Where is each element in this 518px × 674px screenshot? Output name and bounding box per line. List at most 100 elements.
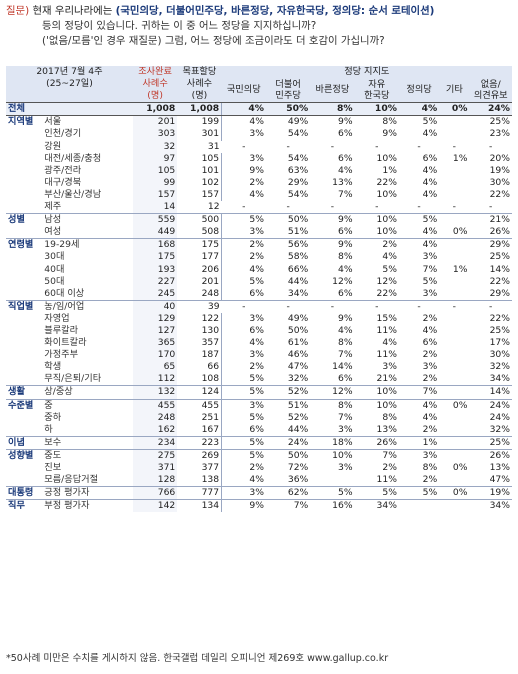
support-value: 14% xyxy=(489,263,510,275)
support-value: 6% xyxy=(338,373,353,385)
total-row: 전체 1,008 1,008 4% 50% 8% 10% 4% 0% 24% xyxy=(6,102,512,117)
sample-count: 193 xyxy=(132,263,178,276)
support-value: 4% xyxy=(338,263,353,275)
row-subgroup: 가정주부 xyxy=(44,349,79,361)
target-count: 269 xyxy=(177,448,222,462)
support-value: 2% xyxy=(354,238,399,252)
support-value xyxy=(439,361,469,373)
target-count: 122 xyxy=(201,312,220,324)
support-value: 12% xyxy=(332,275,353,287)
target-count: 223 xyxy=(177,435,222,450)
header-target1: 목표할당 xyxy=(177,66,222,79)
row-subgroup: 여성 xyxy=(44,226,62,238)
support-value: 4% xyxy=(221,115,266,129)
support-value: 47% xyxy=(489,474,510,486)
support-value: - xyxy=(489,201,493,213)
row-category: 지역별 xyxy=(6,115,43,129)
sample-count: 175 xyxy=(132,251,178,264)
support-value: 14% xyxy=(332,361,353,373)
target-count: 201 xyxy=(201,275,220,287)
target-count: 124 xyxy=(177,385,222,400)
row-category xyxy=(6,424,42,437)
question-line-1: 질문) 현재 우리나라에는 (국민의당, 더불어민주당, 바른정당, 자유한국당… xyxy=(6,4,512,19)
table-row: 모름/응답거절 128 138 4% 36% 11% 2% 47% xyxy=(6,474,512,487)
support-value xyxy=(439,349,469,361)
table-row: 화이트칼라 365 357 4% 61% 8% 4% 6% 17% xyxy=(6,337,512,350)
support-value: 49% xyxy=(287,312,309,324)
target-count: 134 xyxy=(177,499,222,513)
sample-count: 201 xyxy=(132,115,178,129)
support-value: 25% xyxy=(469,115,512,129)
support-value: 4% xyxy=(422,188,438,200)
support-value: 10% xyxy=(376,152,397,164)
support-value: 24% xyxy=(265,435,311,450)
target-count: 777 xyxy=(177,486,222,500)
support-value: 25% xyxy=(469,435,512,450)
row-subgroup: 인천/경기 xyxy=(44,128,82,140)
row-category: 대통령 xyxy=(6,486,43,500)
row-subgroup: 40대 xyxy=(44,263,65,275)
support-value: 2% xyxy=(422,474,438,486)
support-value xyxy=(439,288,469,301)
support-value: 3% xyxy=(422,251,438,263)
row-subgroup: 제주 xyxy=(44,201,62,213)
support-value xyxy=(439,325,469,337)
support-value: 50% xyxy=(265,102,311,117)
support-value: 10% xyxy=(354,213,399,227)
support-value xyxy=(439,115,470,129)
support-value: 2% xyxy=(221,176,266,189)
support-value: 10% xyxy=(376,226,397,238)
support-value: 2% xyxy=(422,423,438,435)
question-parties: (국민의당, 더불어민주당, 바른정당, 자유한국당, 정의당: 순서 로테이션… xyxy=(115,5,435,17)
support-value: 5% xyxy=(398,486,440,500)
support-value: 54% xyxy=(287,188,309,200)
row-category: 직업별 xyxy=(6,299,43,313)
table-row: 40대 193 206 4% 66% 4% 5% 7% 1% 14% xyxy=(6,263,512,276)
header-support: 정당 지지도 xyxy=(221,66,512,79)
support-value: 44% xyxy=(287,275,309,287)
table-row: 가정주부 170 187 3% 46% 7% 11% 2% 30% xyxy=(6,349,512,362)
support-value: - xyxy=(310,299,355,313)
table-row: 직업별 농/임/어업 40 39- - - - - - - xyxy=(6,299,512,313)
sample-count: 32 xyxy=(132,140,178,153)
target-count: 251 xyxy=(201,411,220,423)
row-category xyxy=(6,412,42,424)
row-subgroup: 자영업 xyxy=(44,312,70,324)
support-value: 8% xyxy=(338,251,353,263)
support-value: 29% xyxy=(287,176,309,188)
table-row: 수준별 중 455 455 3% 51% 8% 10% 4% 0% 24% xyxy=(6,398,512,412)
target-count: 500 xyxy=(177,213,222,227)
support-value: 25% xyxy=(489,324,510,336)
support-value: 24% xyxy=(469,398,512,412)
support-value: 19% xyxy=(469,486,512,500)
table-row: 성향별 중도 275 269 5% 50% 10% 7% 3% 26% xyxy=(6,448,512,462)
row-category xyxy=(6,251,42,263)
target-count: 101 xyxy=(201,164,220,176)
row-subgroup: 모름/응답거절 xyxy=(44,474,99,486)
support-value xyxy=(439,213,470,227)
support-value: 7% xyxy=(422,263,438,275)
header-sample1: 조사완료 xyxy=(132,66,178,79)
row-subgroup: 화이트칼라 xyxy=(44,337,87,349)
support-value: - xyxy=(417,201,421,213)
row-category: 전체 xyxy=(6,102,43,117)
sample-count: 14 xyxy=(132,201,178,214)
sample-count: 112 xyxy=(132,373,178,386)
row-category: 연령별 xyxy=(6,238,43,252)
support-value: 7% xyxy=(398,385,440,400)
support-value: 13% xyxy=(489,462,510,473)
target-count: 206 xyxy=(201,263,220,275)
support-value: 6% xyxy=(338,152,353,164)
header-target3: (명) xyxy=(177,90,222,103)
support-value: 34% xyxy=(354,499,399,513)
support-value: 2% xyxy=(221,361,266,374)
target-count: 12 xyxy=(207,201,220,213)
support-value xyxy=(439,313,469,325)
support-value xyxy=(439,385,470,400)
support-value: 32% xyxy=(489,423,510,435)
support-value: 1% xyxy=(398,435,440,450)
sample-count: 142 xyxy=(132,499,178,513)
support-value: 6% xyxy=(221,423,266,437)
support-value: 3% xyxy=(422,287,438,299)
support-value xyxy=(439,251,469,263)
